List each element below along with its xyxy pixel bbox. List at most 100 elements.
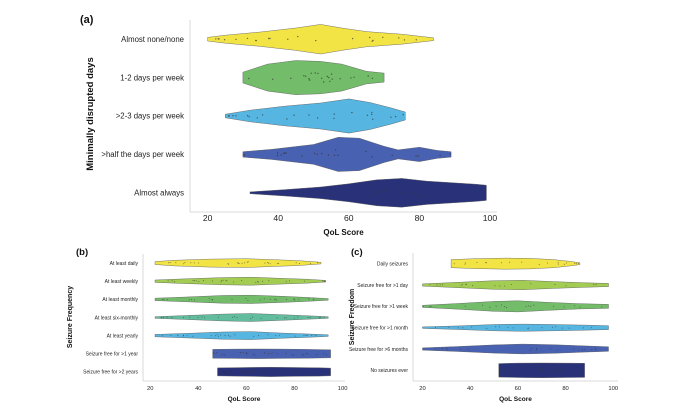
data-point (190, 262, 192, 264)
data-point (267, 353, 269, 354)
data-point (530, 305, 532, 307)
data-point (555, 371, 557, 373)
data-point (252, 354, 254, 355)
data-point (579, 306, 581, 308)
data-point (353, 76, 355, 79)
data-points-6 (499, 367, 584, 373)
data-point (530, 283, 532, 285)
data-point (485, 262, 487, 264)
data-point (252, 316, 254, 318)
data-point (486, 328, 488, 329)
data-point (573, 348, 575, 350)
data-point (248, 116, 250, 118)
data-point (256, 117, 258, 119)
data-point (214, 335, 216, 337)
data-point (452, 193, 455, 195)
data-points-2 (248, 72, 374, 83)
data-point (244, 262, 246, 264)
violin-7 (217, 367, 331, 377)
data-point (211, 280, 213, 282)
data-point (215, 38, 217, 40)
data-point (462, 283, 463, 285)
data-point (333, 117, 335, 120)
violin-2 (154, 276, 326, 286)
panel-b: At least daily At least weekly At least mo… (67, 247, 347, 403)
violin-5 (422, 343, 609, 355)
data-point (221, 280, 223, 282)
data-point (504, 285, 506, 287)
data-point (235, 38, 237, 41)
data-point (242, 371, 243, 373)
data-point (489, 306, 491, 308)
data-point (317, 193, 319, 195)
data-point (601, 306, 603, 308)
data-point (305, 334, 307, 336)
x-tick-label: 40 (467, 386, 473, 392)
data-point (328, 76, 330, 79)
data-point (563, 306, 565, 308)
data-point (231, 317, 233, 318)
data-point (403, 39, 406, 41)
data-point (499, 285, 501, 287)
data-point (290, 77, 292, 80)
data-point (233, 281, 235, 283)
data-point (553, 305, 555, 307)
data-point (337, 154, 339, 156)
data-point (171, 280, 173, 282)
data-point (311, 334, 313, 336)
data-point (402, 193, 405, 195)
x-tick-label: 60 (515, 386, 521, 392)
data-point (550, 348, 552, 350)
data-point (557, 368, 559, 369)
data-point (329, 80, 331, 83)
data-point (248, 77, 250, 80)
data-point (538, 369, 540, 371)
data-point (291, 354, 293, 355)
data-point (248, 372, 250, 374)
data-point (191, 299, 193, 300)
data-point (331, 78, 333, 80)
data-point (241, 280, 243, 281)
data-point (575, 263, 577, 265)
data-points-5 (161, 334, 317, 337)
data-point (228, 263, 230, 265)
data-point (253, 335, 255, 337)
data-point (223, 39, 226, 41)
data-point (504, 369, 506, 371)
data-points-2 (167, 279, 325, 283)
data-point (252, 370, 253, 372)
data-point (262, 280, 264, 282)
data-point (411, 192, 413, 194)
data-point (455, 194, 457, 196)
x-axis-title: QoL Score (228, 396, 261, 403)
data-point (402, 114, 404, 116)
data-point (536, 348, 537, 350)
data-point (184, 262, 186, 263)
data-point (369, 194, 371, 197)
x-tick-label: 100 (338, 386, 348, 392)
data-point (285, 298, 287, 300)
data-point (208, 298, 210, 300)
data-point (293, 317, 295, 319)
data-point (245, 353, 247, 355)
data-point (447, 349, 449, 350)
data-point (320, 316, 322, 318)
data-point (169, 262, 171, 264)
data-point (306, 334, 308, 336)
data-point (371, 156, 373, 158)
data-point (293, 354, 294, 356)
data-point (339, 78, 341, 80)
data-point (446, 347, 447, 349)
data-point (330, 73, 333, 75)
data-point (396, 188, 399, 190)
data-point (192, 280, 194, 281)
data-point (298, 298, 300, 300)
data-point (434, 348, 436, 350)
data-point (264, 370, 266, 372)
data-point (324, 280, 325, 282)
data-point (351, 111, 353, 114)
data-point (217, 38, 219, 40)
category-label: Seizure free for >2 years (83, 370, 138, 376)
data-points-1 (168, 261, 319, 265)
